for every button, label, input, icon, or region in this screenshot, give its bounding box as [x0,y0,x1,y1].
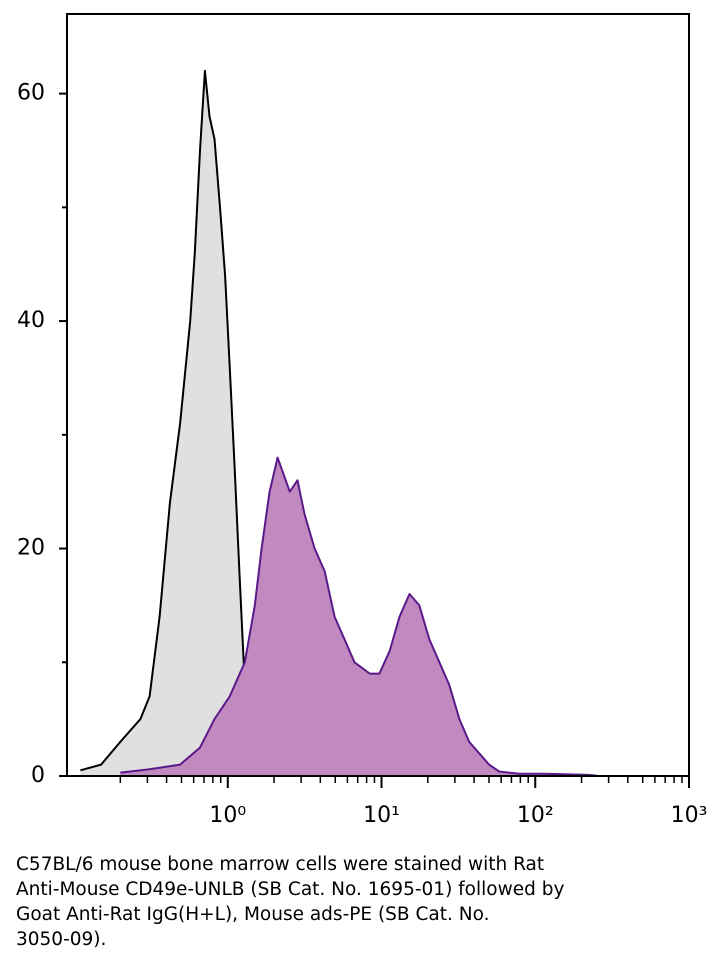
y-tick-label: 60 [17,81,45,106]
chart: 0 20 40 60 10⁰ 10¹ 10² 10³ [17,13,708,828]
caption-line: 3050-09). [16,929,107,950]
plot-frame [66,13,690,777]
area-fill [120,457,599,776]
caption-line: Anti-Mouse CD49e-UNLB (SB Cat. No. 1695-… [16,879,565,900]
caption-line: C57BL/6 mouse bone marrow cells were sta… [16,854,545,875]
series-line [120,456,599,777]
x-tick-label: 10¹ [363,803,400,828]
area-fill [80,70,367,776]
caption: C57BL/6 mouse bone marrow cells were sta… [16,852,716,952]
y-tick-label: 20 [17,536,45,561]
caption-line: Goat Anti-Rat IgG(H+L), Mouse ads-PE (SB… [16,904,490,925]
y-tick-label: 40 [17,308,45,333]
x-tick-label: 10⁰ [209,803,246,828]
x-tick-label: 10³ [671,803,708,828]
y-tick-label: 0 [31,763,45,788]
x-tick-label: 10² [517,803,554,828]
